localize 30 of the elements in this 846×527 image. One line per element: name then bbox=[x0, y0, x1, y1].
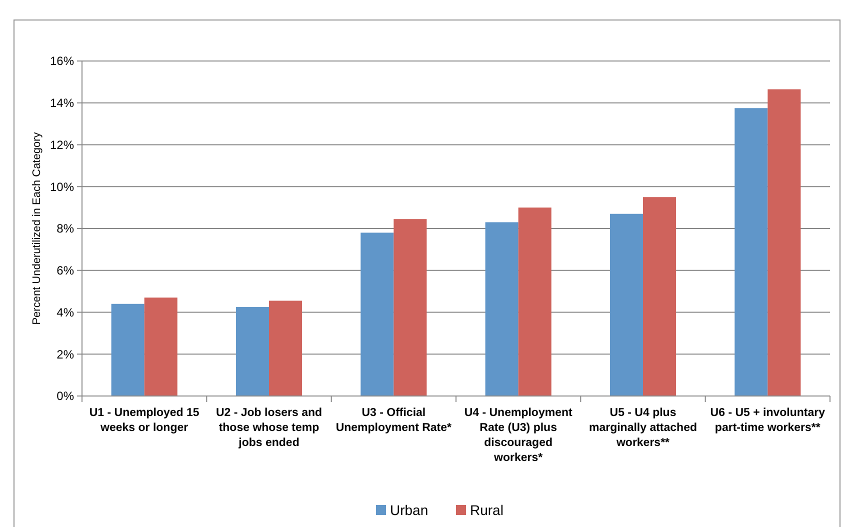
bar bbox=[768, 89, 801, 396]
bar bbox=[269, 300, 302, 396]
x-tick-label: U6 - U5 + involuntary part-time workers** bbox=[710, 407, 826, 434]
y-tick-label: 16% bbox=[50, 54, 74, 68]
x-tick-label: U5 - U4 plus marginally attached workers** bbox=[588, 407, 698, 449]
y-tick-label: 12% bbox=[50, 138, 74, 152]
x-tick-label: U1 - Unemployed 15 weeks or longer bbox=[89, 407, 200, 434]
bar bbox=[734, 108, 768, 396]
x-tick-label: U4 - Unemployment Rate (U3) plus discouraged workers* bbox=[464, 407, 572, 464]
legend-label: Urban bbox=[390, 502, 428, 518]
bar bbox=[394, 219, 427, 396]
bar bbox=[236, 307, 269, 396]
bar bbox=[610, 214, 643, 396]
y-axis-title: Percent Underutilized in Each Category bbox=[31, 132, 43, 325]
y-tick-label: 8% bbox=[56, 222, 74, 236]
x-tick-label: U2 - Job losers and those whose temp jobs ended bbox=[216, 407, 322, 449]
y-tick-label: 4% bbox=[56, 305, 74, 320]
bar bbox=[485, 222, 518, 396]
bar bbox=[360, 232, 394, 396]
y-tick-label: 0% bbox=[56, 389, 74, 404]
bar bbox=[518, 208, 552, 396]
bar bbox=[643, 197, 676, 396]
y-tick-label: 14% bbox=[50, 96, 74, 110]
x-tick-label: U3 - Official Unemployment Rate* bbox=[336, 407, 452, 434]
y-tick-label: 2% bbox=[56, 347, 74, 362]
legend-label: Rural bbox=[470, 502, 504, 518]
bar bbox=[111, 304, 144, 396]
bar bbox=[144, 298, 178, 396]
y-tick-label: 10% bbox=[50, 180, 74, 194]
y-tick-label: 6% bbox=[56, 264, 74, 278]
